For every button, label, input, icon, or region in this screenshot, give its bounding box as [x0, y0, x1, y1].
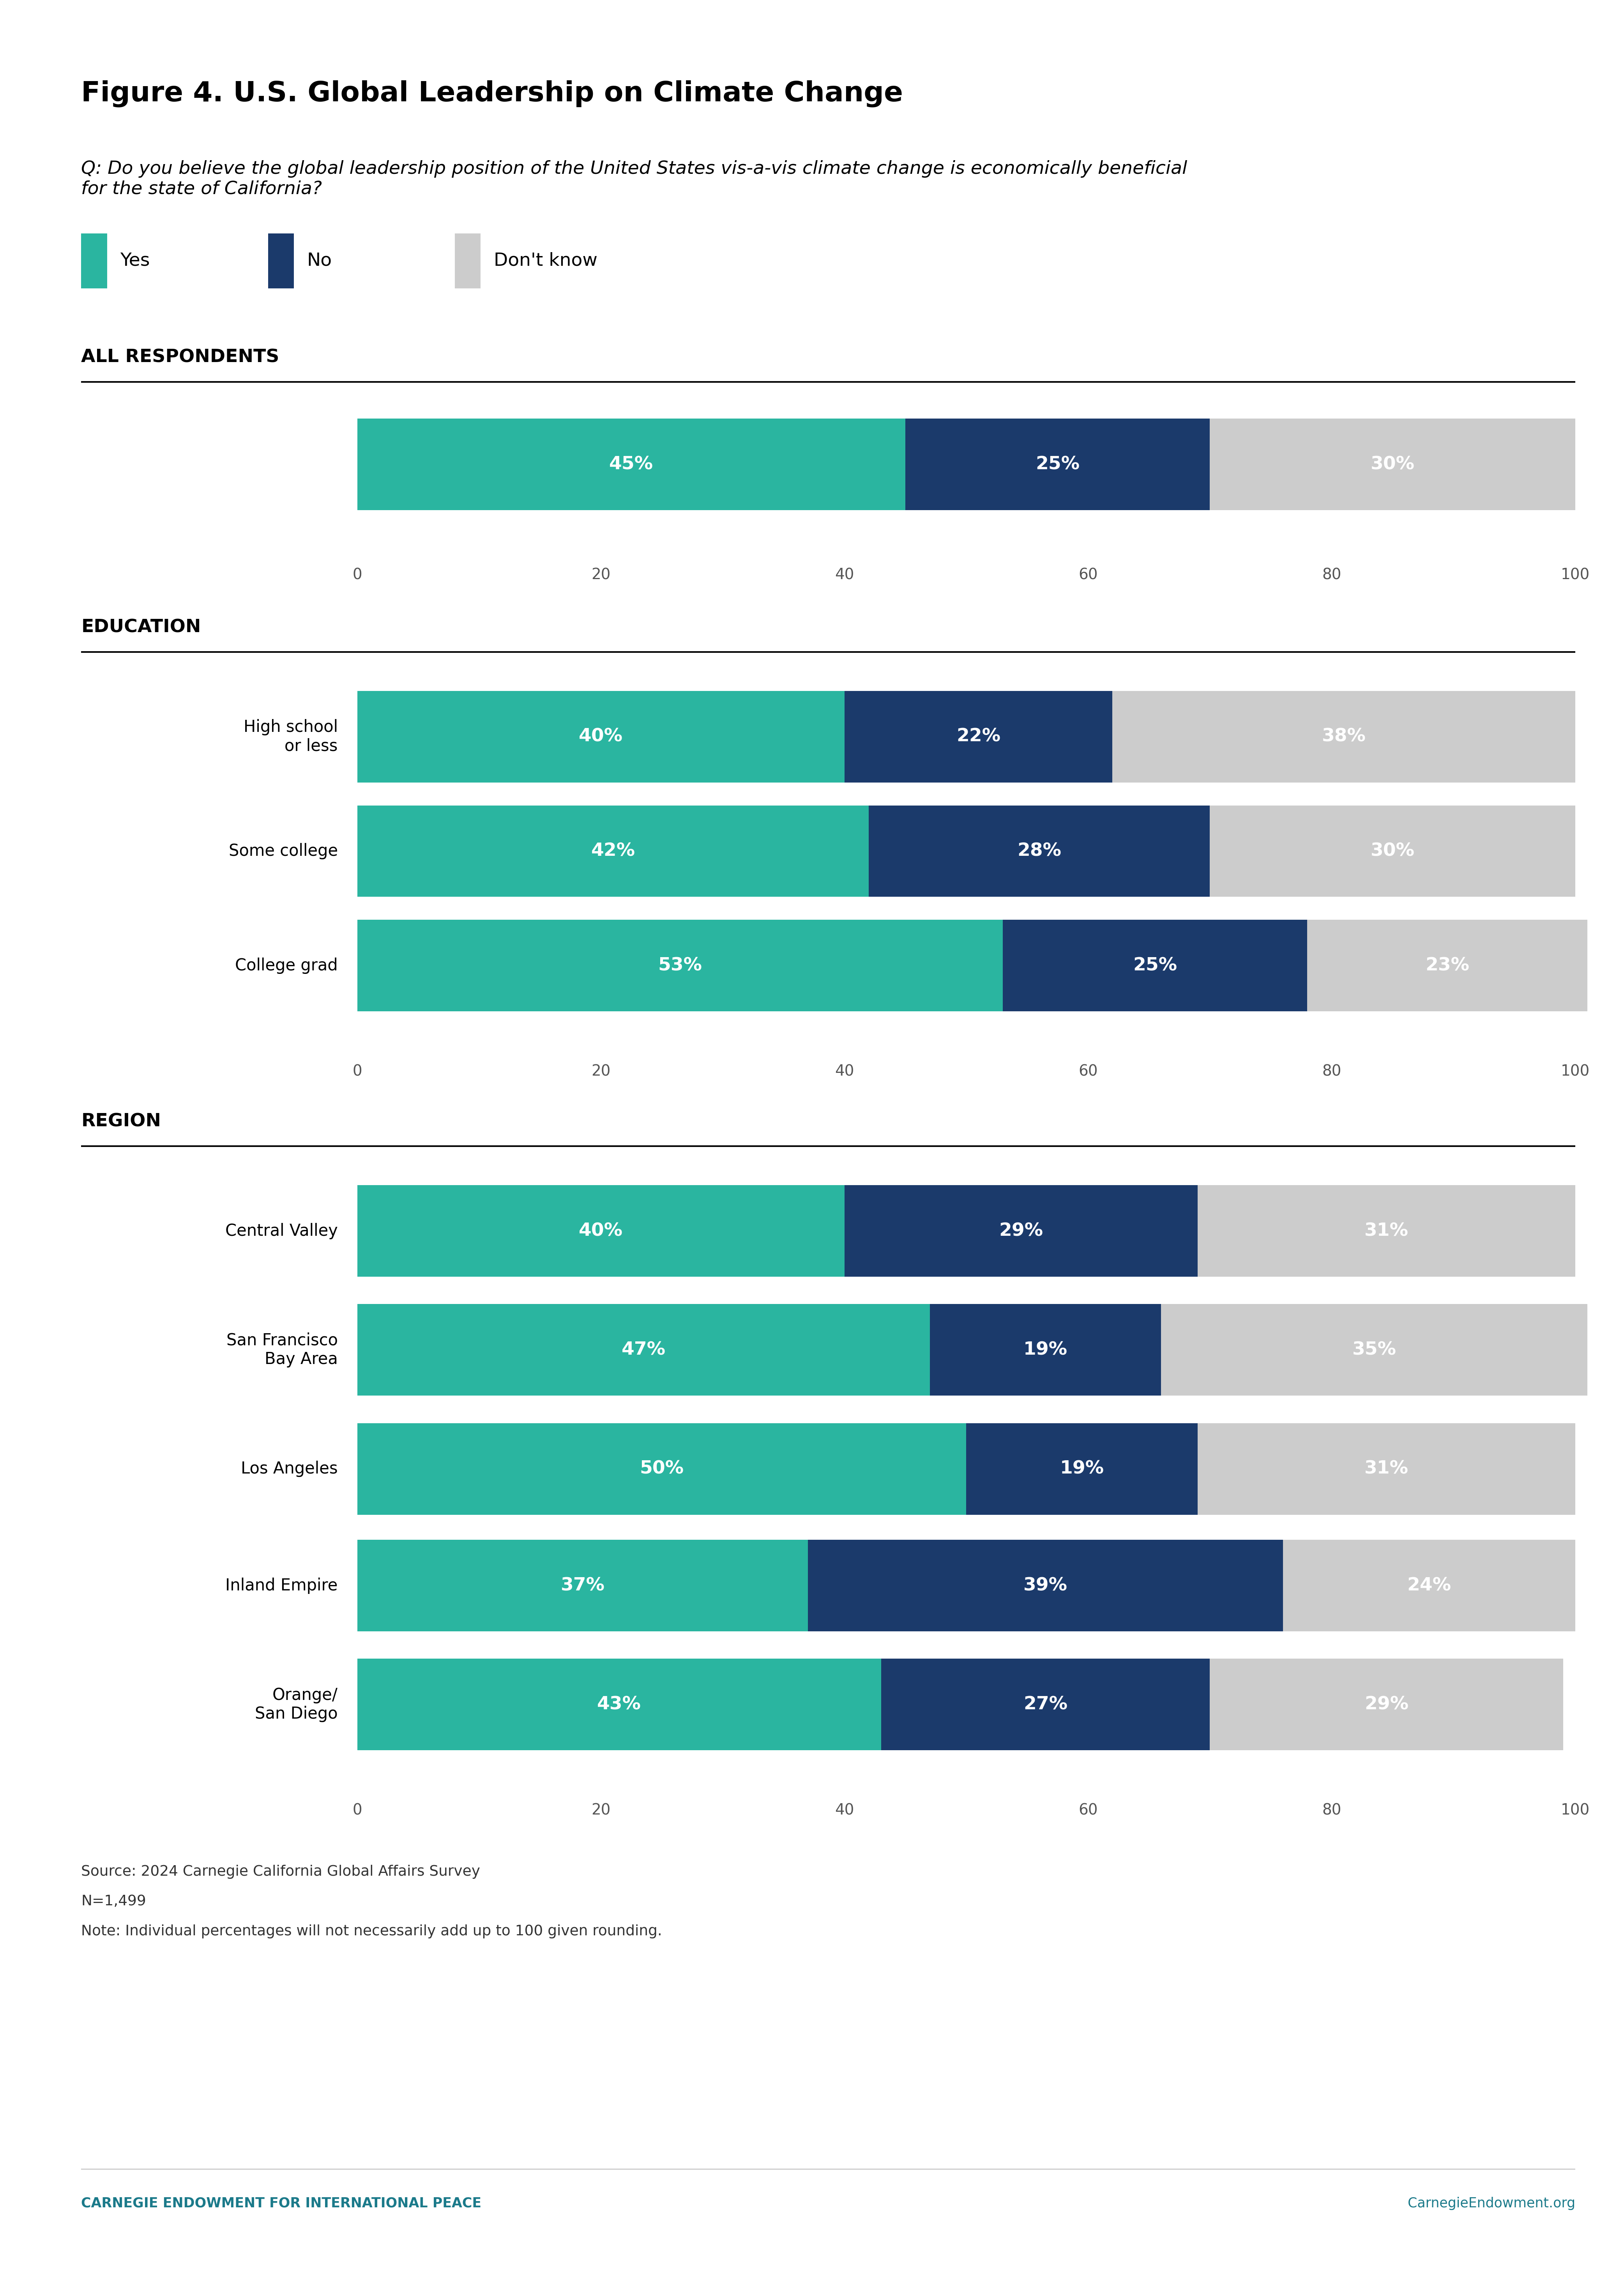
Bar: [1210, 1659, 1562, 1750]
Text: 38%: 38%: [1322, 728, 1366, 746]
Text: 29%: 29%: [1364, 1695, 1408, 1714]
Text: 40: 40: [835, 1064, 854, 1078]
Bar: [929, 1304, 1161, 1396]
Text: 19%: 19%: [1023, 1341, 1067, 1359]
Text: Central Valley: Central Valley: [226, 1222, 338, 1240]
Text: College grad: College grad: [235, 956, 338, 975]
Text: 80: 80: [1322, 1064, 1341, 1078]
Bar: [1112, 691, 1575, 782]
Text: 0: 0: [352, 1064, 362, 1078]
Text: 25%: 25%: [1036, 455, 1080, 474]
Text: Yes: Yes: [120, 252, 149, 270]
Bar: [844, 691, 1112, 782]
Text: Q: Do you believe the global leadership position of the United States vis-a-vis : Q: Do you believe the global leadership …: [81, 160, 1187, 199]
Bar: [906, 419, 1210, 510]
Bar: [357, 805, 869, 897]
Text: 40: 40: [835, 567, 854, 581]
Text: 50%: 50%: [640, 1460, 684, 1478]
Text: 22%: 22%: [957, 728, 1000, 746]
Text: 23%: 23%: [1426, 956, 1470, 975]
Bar: [357, 691, 844, 782]
Bar: [357, 1423, 966, 1515]
Text: REGION: REGION: [81, 1112, 161, 1130]
Bar: [1161, 1304, 1588, 1396]
Text: Figure 4. U.S. Global Leadership on Climate Change: Figure 4. U.S. Global Leadership on Clim…: [81, 80, 903, 108]
Text: 30%: 30%: [1371, 455, 1415, 474]
Bar: [357, 920, 1004, 1011]
Text: 40%: 40%: [578, 728, 624, 746]
Text: 35%: 35%: [1353, 1341, 1397, 1359]
Bar: [809, 1540, 1283, 1631]
Text: 39%: 39%: [1023, 1576, 1067, 1595]
Bar: [966, 1423, 1197, 1515]
Bar: [869, 805, 1210, 897]
Text: 0: 0: [352, 567, 362, 581]
Bar: [880, 1659, 1210, 1750]
Text: 60: 60: [1078, 1064, 1098, 1078]
Text: ALL RESPONDENTS: ALL RESPONDENTS: [81, 348, 279, 366]
Text: 53%: 53%: [658, 956, 702, 975]
Text: 37%: 37%: [560, 1576, 604, 1595]
Text: 19%: 19%: [1060, 1460, 1104, 1478]
Text: 40%: 40%: [578, 1222, 624, 1240]
Bar: [1307, 920, 1588, 1011]
Text: N=1,499: N=1,499: [81, 1894, 146, 1908]
Text: 31%: 31%: [1364, 1460, 1408, 1478]
Text: Note: Individual percentages will not necessarily add up to 100 given rounding.: Note: Individual percentages will not ne…: [81, 1924, 663, 1938]
Text: Don't know: Don't know: [494, 252, 598, 270]
Text: San Francisco
Bay Area: San Francisco Bay Area: [226, 1332, 338, 1368]
Text: Some college: Some college: [229, 842, 338, 860]
Text: 80: 80: [1322, 1803, 1341, 1817]
Bar: [81, 233, 107, 288]
Text: 20: 20: [591, 567, 611, 581]
Text: High school
or less: High school or less: [244, 718, 338, 755]
Text: 25%: 25%: [1134, 956, 1177, 975]
Text: 45%: 45%: [609, 455, 653, 474]
Text: 30%: 30%: [1371, 842, 1415, 860]
Text: 100: 100: [1561, 1803, 1590, 1817]
Bar: [1199, 1185, 1575, 1277]
Bar: [1199, 1423, 1575, 1515]
Text: Inland Empire: Inland Empire: [226, 1576, 338, 1595]
Bar: [357, 1185, 844, 1277]
Text: CarnegieEndowment.org: CarnegieEndowment.org: [1408, 2196, 1575, 2210]
Bar: [455, 233, 481, 288]
Text: Los Angeles: Los Angeles: [240, 1460, 338, 1478]
Bar: [1210, 805, 1575, 897]
Text: 40: 40: [835, 1803, 854, 1817]
Bar: [1004, 920, 1307, 1011]
Text: 43%: 43%: [598, 1695, 641, 1714]
Bar: [1210, 419, 1575, 510]
Text: 24%: 24%: [1406, 1576, 1452, 1595]
Text: No: No: [307, 252, 331, 270]
Text: Source: 2024 Carnegie California Global Affairs Survey: Source: 2024 Carnegie California Global …: [81, 1865, 481, 1878]
Text: 60: 60: [1078, 567, 1098, 581]
Text: Orange/
San Diego: Orange/ San Diego: [255, 1686, 338, 1723]
Text: 42%: 42%: [591, 842, 635, 860]
Text: 100: 100: [1561, 567, 1590, 581]
Text: 29%: 29%: [999, 1222, 1043, 1240]
Text: 60: 60: [1078, 1803, 1098, 1817]
Text: 100: 100: [1561, 1064, 1590, 1078]
Bar: [1283, 1540, 1575, 1631]
Text: 0: 0: [352, 1803, 362, 1817]
Bar: [844, 1185, 1199, 1277]
Bar: [357, 419, 906, 510]
Text: 28%: 28%: [1017, 842, 1062, 860]
Text: 31%: 31%: [1364, 1222, 1408, 1240]
Bar: [357, 1659, 880, 1750]
Text: 27%: 27%: [1023, 1695, 1067, 1714]
Bar: [268, 233, 294, 288]
Text: 20: 20: [591, 1064, 611, 1078]
Text: EDUCATION: EDUCATION: [81, 618, 201, 636]
Text: 80: 80: [1322, 567, 1341, 581]
Text: 47%: 47%: [622, 1341, 666, 1359]
Text: CARNEGIE ENDOWMENT FOR INTERNATIONAL PEACE: CARNEGIE ENDOWMENT FOR INTERNATIONAL PEA…: [81, 2196, 481, 2210]
Bar: [357, 1304, 929, 1396]
Bar: [357, 1540, 809, 1631]
Text: 20: 20: [591, 1803, 611, 1817]
